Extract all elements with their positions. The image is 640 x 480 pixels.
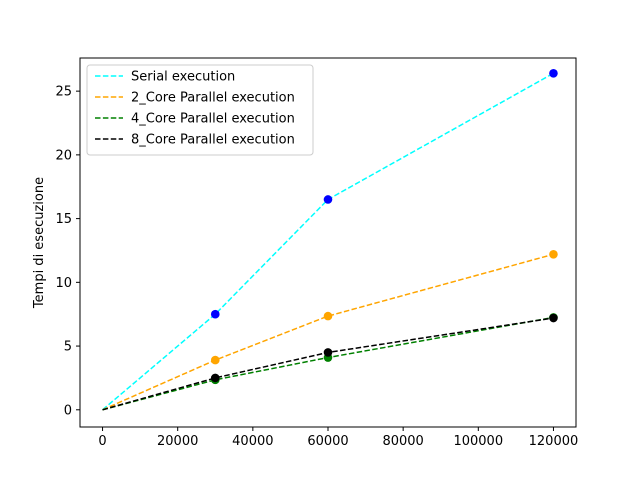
y-tick-label: 10 bbox=[55, 276, 72, 291]
x-tick-label: 100000 bbox=[453, 434, 503, 449]
legend-entry: 4_Core Parallel execution bbox=[131, 112, 295, 127]
y-tick-label: 0 bbox=[64, 403, 72, 418]
x-tick-label: 120000 bbox=[529, 434, 579, 449]
legend-entry: Serial execution bbox=[131, 70, 235, 85]
data-point-2-core-parallel-execution bbox=[549, 249, 558, 259]
data-point-2-core-parallel-execution bbox=[210, 355, 220, 365]
plot-area bbox=[102, 68, 558, 411]
x-tick-label: 80000 bbox=[382, 434, 423, 449]
legend-box bbox=[86, 64, 314, 156]
x-tick-label: 0 bbox=[98, 434, 106, 449]
legend-entry: 8_Core Parallel execution bbox=[131, 133, 295, 148]
data-point-8-core-parallel-execution bbox=[549, 313, 558, 323]
data-point-2-core-parallel-execution bbox=[323, 311, 333, 321]
y-tick-label: 5 bbox=[64, 340, 72, 355]
series-line-4-core-parallel-execution bbox=[102, 316, 554, 411]
x-axis: 0 20000 40000 60000 80000 100000 120000 bbox=[98, 427, 578, 449]
data-point-8-core-parallel-execution bbox=[323, 348, 333, 357]
series-line-8-core-parallel-execution bbox=[102, 317, 554, 411]
data-point-serial-execution bbox=[323, 195, 333, 204]
y-tick-label: 25 bbox=[55, 85, 72, 100]
data-point-serial-execution bbox=[210, 309, 220, 319]
y-tick-label: 20 bbox=[55, 148, 72, 163]
data-point-8-core-parallel-execution bbox=[210, 373, 220, 383]
legend: Serial execution 2_Core Parallel executio… bbox=[86, 64, 314, 156]
series-line-2-core-parallel-execution bbox=[102, 253, 554, 411]
y-axis: 0 5 10 15 20 25 bbox=[55, 85, 80, 418]
data-point-serial-execution bbox=[549, 68, 558, 78]
x-tick-label: 20000 bbox=[157, 434, 198, 449]
legend-entry: 2_Core Parallel execution bbox=[131, 91, 295, 106]
y-tick-label: 15 bbox=[55, 212, 72, 227]
series-line-serial-execution bbox=[102, 72, 554, 411]
x-tick-label: 40000 bbox=[232, 434, 273, 449]
y-axis-label: Tempi di esecuzione bbox=[32, 177, 47, 309]
x-tick-label: 60000 bbox=[307, 434, 348, 449]
